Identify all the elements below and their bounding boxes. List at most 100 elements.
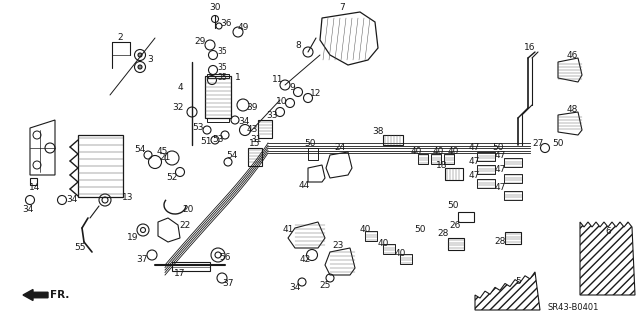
Text: 46: 46 <box>566 51 578 61</box>
Text: 26: 26 <box>449 220 461 229</box>
Text: 40: 40 <box>394 249 406 257</box>
Text: 23: 23 <box>332 241 344 249</box>
Text: 50: 50 <box>447 201 459 210</box>
Text: 11: 11 <box>272 76 284 85</box>
Bar <box>477 152 495 161</box>
Bar <box>418 154 428 164</box>
Text: 34: 34 <box>289 284 301 293</box>
Text: 50: 50 <box>552 138 564 147</box>
Text: 7: 7 <box>339 4 345 12</box>
Text: 19: 19 <box>127 234 139 242</box>
Text: 47: 47 <box>468 158 480 167</box>
Text: 56: 56 <box>220 254 231 263</box>
Text: 40: 40 <box>410 147 422 157</box>
Bar <box>504 191 522 200</box>
Bar <box>172 262 210 271</box>
Text: 43: 43 <box>246 125 258 135</box>
Bar <box>504 158 522 167</box>
Text: 14: 14 <box>29 183 41 192</box>
Text: 40: 40 <box>359 226 371 234</box>
Text: 10: 10 <box>276 98 288 107</box>
Bar <box>444 154 454 164</box>
Bar <box>207 118 229 122</box>
Text: 22: 22 <box>179 220 191 229</box>
Text: 37: 37 <box>222 278 234 287</box>
Text: 40: 40 <box>432 147 444 157</box>
Text: 37: 37 <box>136 256 148 264</box>
Text: 48: 48 <box>566 106 578 115</box>
Bar <box>308 148 318 160</box>
Bar <box>248 148 262 166</box>
Text: 17: 17 <box>174 270 186 278</box>
Bar <box>205 76 231 118</box>
Circle shape <box>138 65 142 69</box>
Text: 29: 29 <box>195 38 205 47</box>
Text: 36: 36 <box>220 19 232 28</box>
Text: 50: 50 <box>304 138 316 147</box>
Text: 49: 49 <box>237 23 249 32</box>
Text: 47: 47 <box>494 166 506 174</box>
Text: 51: 51 <box>200 137 212 146</box>
Text: 12: 12 <box>310 90 322 99</box>
Bar <box>504 174 522 183</box>
Text: 47: 47 <box>494 151 506 160</box>
Text: 24: 24 <box>334 144 346 152</box>
Text: 53: 53 <box>212 136 224 145</box>
Text: 28: 28 <box>437 228 449 238</box>
Bar <box>383 135 403 145</box>
Text: 44: 44 <box>298 181 310 189</box>
Text: 40: 40 <box>447 147 459 157</box>
Text: 21: 21 <box>159 153 171 162</box>
Text: 5: 5 <box>515 278 521 286</box>
Text: 30: 30 <box>209 4 221 12</box>
Text: 42: 42 <box>300 256 310 264</box>
Text: 8: 8 <box>295 41 301 49</box>
Text: 52: 52 <box>166 174 178 182</box>
Bar <box>78 135 123 197</box>
Text: 50: 50 <box>414 226 426 234</box>
Text: 47: 47 <box>468 144 480 152</box>
Text: 15: 15 <box>249 138 260 147</box>
Text: 33: 33 <box>266 110 278 120</box>
Text: 35: 35 <box>217 63 227 71</box>
Text: 32: 32 <box>172 103 184 113</box>
Text: 1: 1 <box>235 73 241 83</box>
FancyArrow shape <box>23 290 48 300</box>
Text: 4: 4 <box>177 84 183 93</box>
Text: 16: 16 <box>524 43 536 53</box>
Text: 2: 2 <box>117 33 123 42</box>
Bar <box>365 231 377 241</box>
Text: 34: 34 <box>238 117 250 127</box>
Bar <box>30 178 37 185</box>
Text: 54: 54 <box>134 145 146 154</box>
Bar <box>458 212 474 222</box>
Text: 47: 47 <box>468 170 480 180</box>
Text: 38: 38 <box>372 128 384 137</box>
Text: 25: 25 <box>319 280 331 290</box>
Bar <box>477 179 495 188</box>
Text: 53: 53 <box>192 123 204 132</box>
Bar <box>400 254 412 264</box>
Text: 20: 20 <box>182 205 194 214</box>
Bar <box>505 232 521 244</box>
Bar <box>448 238 464 250</box>
Bar <box>258 120 272 138</box>
Text: 40: 40 <box>378 239 388 248</box>
Text: 35: 35 <box>217 73 227 83</box>
Text: 13: 13 <box>122 194 134 203</box>
Text: 34: 34 <box>67 196 77 204</box>
Text: 55: 55 <box>74 243 86 253</box>
Circle shape <box>138 53 142 57</box>
Text: 34: 34 <box>22 205 34 214</box>
Text: 45: 45 <box>156 147 168 157</box>
Text: 6: 6 <box>605 227 611 236</box>
Text: 27: 27 <box>532 138 544 147</box>
Text: 31: 31 <box>250 136 262 145</box>
Text: 47: 47 <box>494 183 506 192</box>
Text: 50: 50 <box>492 144 504 152</box>
Text: 54: 54 <box>227 152 237 160</box>
Text: 39: 39 <box>246 103 258 113</box>
Text: 28: 28 <box>494 238 506 247</box>
Bar <box>445 168 463 180</box>
Text: 9: 9 <box>289 84 295 93</box>
